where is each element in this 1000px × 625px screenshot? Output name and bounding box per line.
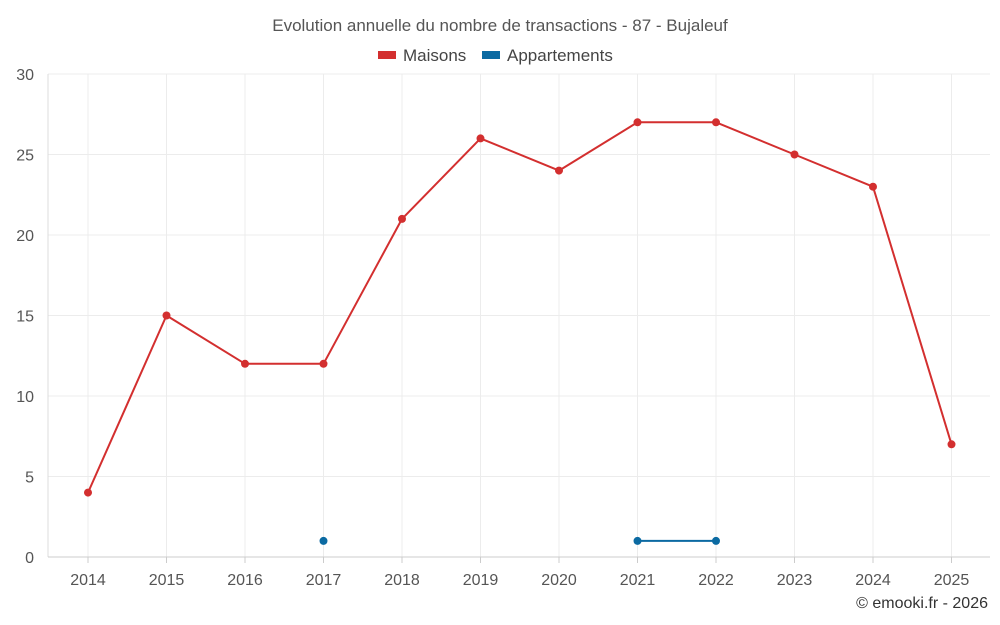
data-point — [84, 488, 92, 497]
data-point — [712, 118, 720, 127]
x-tick-label: 2018 — [384, 572, 420, 589]
x-tick-label: 2014 — [70, 572, 106, 589]
series-appartements — [319, 536, 720, 545]
legend-label-maisons: Maisons — [403, 46, 466, 65]
x-tick-label: 2015 — [149, 572, 185, 589]
x-tick-label: 2016 — [227, 572, 263, 589]
x-tick-label: 2021 — [620, 572, 656, 589]
data-point — [555, 166, 563, 175]
x-tick-label: 2017 — [306, 572, 342, 589]
series-maisons — [84, 118, 956, 497]
legend: Maisons Appartements — [378, 46, 613, 65]
data-point — [241, 359, 249, 368]
x-tick-label: 2023 — [777, 572, 813, 589]
legend-label-appartements: Appartements — [507, 46, 613, 65]
y-tick-label: 25 — [16, 148, 34, 165]
x-tick-label: 2019 — [463, 572, 499, 589]
data-point — [869, 182, 877, 191]
data-point — [398, 214, 406, 223]
legend-swatch-appartements — [482, 51, 500, 59]
y-tick-label: 10 — [16, 389, 34, 406]
data-point — [319, 359, 328, 368]
data-point — [633, 536, 642, 545]
y-tick-label: 15 — [16, 309, 34, 326]
copyright-footer: © emooki.fr - 2026 — [856, 595, 988, 612]
data-point — [633, 118, 642, 127]
x-axis: 2014 2015 2016 2017 2018 2019 2020 2021 2022 2023… — [48, 556, 990, 589]
data-point — [476, 134, 485, 143]
x-tick-label: 2024 — [855, 572, 891, 589]
x-tick-label: 2020 — [541, 572, 577, 589]
grid — [48, 73, 990, 557]
data-point — [319, 536, 328, 545]
y-tick-label: 20 — [16, 228, 34, 245]
series-line — [87, 121, 953, 494]
y-tick-label: 5 — [25, 470, 34, 487]
data-point — [712, 536, 720, 545]
chart-title: Evolution annuelle du nombre de transact… — [272, 16, 728, 35]
data-point — [790, 150, 799, 159]
legend-swatch-maisons — [378, 51, 396, 59]
y-tick-label: 0 — [25, 550, 34, 567]
series-group — [84, 118, 956, 545]
y-axis: 0 5 10 15 20 25 30 — [16, 67, 49, 567]
data-point — [162, 311, 171, 320]
x-tick-label: 2025 — [934, 572, 970, 589]
data-point — [947, 440, 956, 449]
x-tick-label: 2022 — [698, 572, 734, 589]
y-tick-label: 30 — [16, 67, 34, 84]
